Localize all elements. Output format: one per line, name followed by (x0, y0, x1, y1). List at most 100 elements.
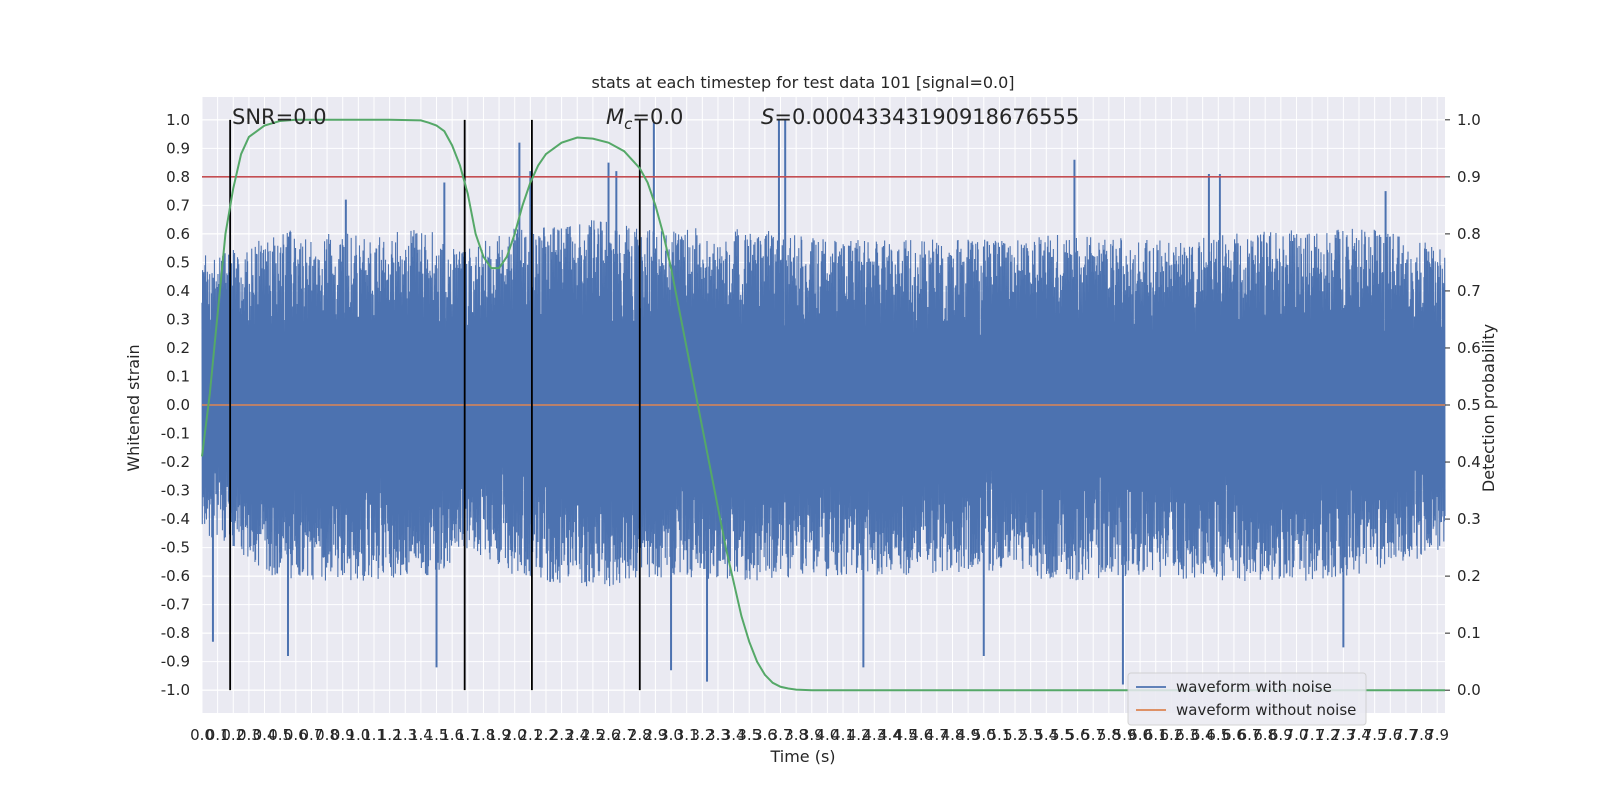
x-tick-label: 4.2 (847, 726, 871, 744)
x-tick-label: 2.9 (643, 726, 667, 744)
left-y-tick-label: -0.8 (161, 624, 190, 642)
x-tick-label: 2.7 (612, 726, 636, 744)
x-tick-label: 2.1 (518, 726, 542, 744)
x-tick-label: 6.5 (1206, 726, 1230, 744)
x-tick-label: 0.2 (221, 726, 245, 744)
right-y-tick-label: 0.4 (1457, 453, 1481, 471)
x-tick-label: 4.5 (894, 726, 918, 744)
x-tick-label: 2.3 (550, 726, 574, 744)
x-tick-label: 4.9 (956, 726, 980, 744)
x-tick-label: 4.6 (909, 726, 933, 744)
x-tick-label: 3.0 (659, 726, 683, 744)
right-y-tick-label: 0.7 (1457, 282, 1481, 300)
left-y-tick-label: -0.2 (161, 453, 190, 471)
right-y-tick-label: 0.0 (1457, 681, 1481, 699)
x-tick-label: 0.7 (300, 726, 324, 744)
x-tick-label: 6.9 (1269, 726, 1293, 744)
x-tick-label: 3.2 (690, 726, 714, 744)
x-tick-label: 5.3 (1019, 726, 1043, 744)
annotation-chirp-mass-symbol: M (606, 105, 624, 129)
left-y-tick-label: 0.4 (166, 282, 190, 300)
annotation-score-symbol: S (761, 105, 774, 129)
x-tick-label: 1.3 (393, 726, 417, 744)
right-y-tick-label: 0.3 (1457, 510, 1481, 528)
x-tick-label: 1.7 (456, 726, 480, 744)
left-y-tick-label: 0.2 (166, 339, 190, 357)
x-tick-label: 5.1 (987, 726, 1011, 744)
x-tick-label: 5.7 (1081, 726, 1105, 744)
x-tick-label: 7.7 (1394, 726, 1418, 744)
left-y-tick-label: -0.6 (161, 567, 190, 585)
x-tick-label: 6.1 (1144, 726, 1168, 744)
left-y-tick-label: -0.3 (161, 482, 190, 500)
legend-box (1127, 672, 1367, 726)
left-y-tick-label: 1.0 (166, 111, 190, 129)
right-y-tick-label: 0.9 (1457, 168, 1481, 186)
x-tick-label: 7.0 (1285, 726, 1309, 744)
left-y-axis-label: Whitened strain (124, 344, 143, 471)
right-y-tick-label: 0.6 (1457, 339, 1481, 357)
left-y-tick-label: -0.7 (161, 596, 190, 614)
left-y-tick-label: 0.5 (166, 253, 190, 271)
x-tick-label: 0.1 (206, 726, 230, 744)
x-tick-label: 7.2 (1316, 726, 1340, 744)
left-y-tick-label: -1.0 (161, 681, 190, 699)
series-detection-probability (201, 118, 1445, 692)
x-tick-label: 0.5 (268, 726, 292, 744)
x-tick-label: 6.0 (1128, 726, 1152, 744)
right-y-tick-label: 0.2 (1457, 567, 1481, 585)
left-y-tick-label: 0.7 (166, 196, 190, 214)
x-tick-label: 0.6 (284, 726, 308, 744)
x-tick-label: 4.7 (925, 726, 949, 744)
x-axis-label: Time (s) (769, 747, 835, 766)
x-tick-label: 7.1 (1300, 726, 1324, 744)
x-tick-label: 1.0 (346, 726, 370, 744)
right-y-tick-label: 1.0 (1457, 111, 1481, 129)
left-y-tick-label: 0.9 (166, 139, 190, 157)
x-tick-label: 4.3 (862, 726, 886, 744)
x-tick-label: 6.4 (1191, 726, 1215, 744)
x-tick-label: 3.7 (769, 726, 793, 744)
x-tick-label: 7.5 (1363, 726, 1387, 744)
x-tick-label: 3.8 (784, 726, 808, 744)
x-tick-label: 2.6 (597, 726, 621, 744)
x-tick-label: 1.6 (440, 726, 464, 744)
annotation-chirp-mass: Mc=0.0 (606, 105, 683, 133)
x-tick-label: 6.7 (1238, 726, 1262, 744)
x-tick-label: 4.0 (815, 726, 839, 744)
x-tick-label: 7.9 (1425, 726, 1449, 744)
legend-label-clean: waveform without noise (1176, 701, 1356, 719)
x-tick-label: 5.5 (1050, 726, 1074, 744)
x-tick-label: 7.8 (1410, 726, 1434, 744)
x-tick-label: 6.3 (1175, 726, 1199, 744)
x-tick-label: 1.5 (425, 726, 449, 744)
left-y-tick-label: 0.0 (166, 396, 190, 414)
x-tick-label: 7.6 (1378, 726, 1402, 744)
x-tick-label: 7.3 (1331, 726, 1355, 744)
x-tick-label: 1.9 (487, 726, 511, 744)
x-tick-label: 2.0 (503, 726, 527, 744)
right-y-tick-label: 0.1 (1457, 624, 1481, 642)
annotation-score-value: =0.00043343190918676555 (774, 105, 1079, 129)
right-y-tick-label: 0.5 (1457, 396, 1481, 414)
x-tick-label: 5.4 (1034, 726, 1058, 744)
x-tick-label: 3.5 (737, 726, 761, 744)
legend: waveform with noise waveform without noi… (1127, 672, 1367, 726)
x-tick-label: 0.3 (237, 726, 261, 744)
x-tick-label: 0.0 (190, 726, 214, 744)
left-y-tick-label: 0.6 (166, 225, 190, 243)
annotation-score: S=0.00043343190918676555 (761, 105, 1079, 129)
x-tick-label: 3.3 (706, 726, 730, 744)
x-tick-label: 3.4 (722, 726, 746, 744)
legend-label-noise: waveform with noise (1176, 678, 1332, 696)
right-y-axis-ticks: 0.0 0.1 0.2 0.3 0.4 0.5 0.6 0.7 0.8 0.9 1.0 (1445, 111, 1481, 699)
x-tick-label: 5.8 (1097, 726, 1121, 744)
left-y-tick-label: -0.4 (161, 510, 190, 528)
left-y-axis-ticks: -1.0 -0.9 -0.8 -0.7 -0.6 -0.5 -0.4 -0.3 -0.2 -0.1… (161, 111, 190, 699)
x-tick-label: 6.6 (1222, 726, 1246, 744)
x-tick-label: 0.4 (253, 726, 277, 744)
x-tick-label: 7.4 (1347, 726, 1371, 744)
x-tick-label: 2.4 (565, 726, 589, 744)
chart-title: stats at each timestep for test data 101… (591, 73, 1014, 92)
